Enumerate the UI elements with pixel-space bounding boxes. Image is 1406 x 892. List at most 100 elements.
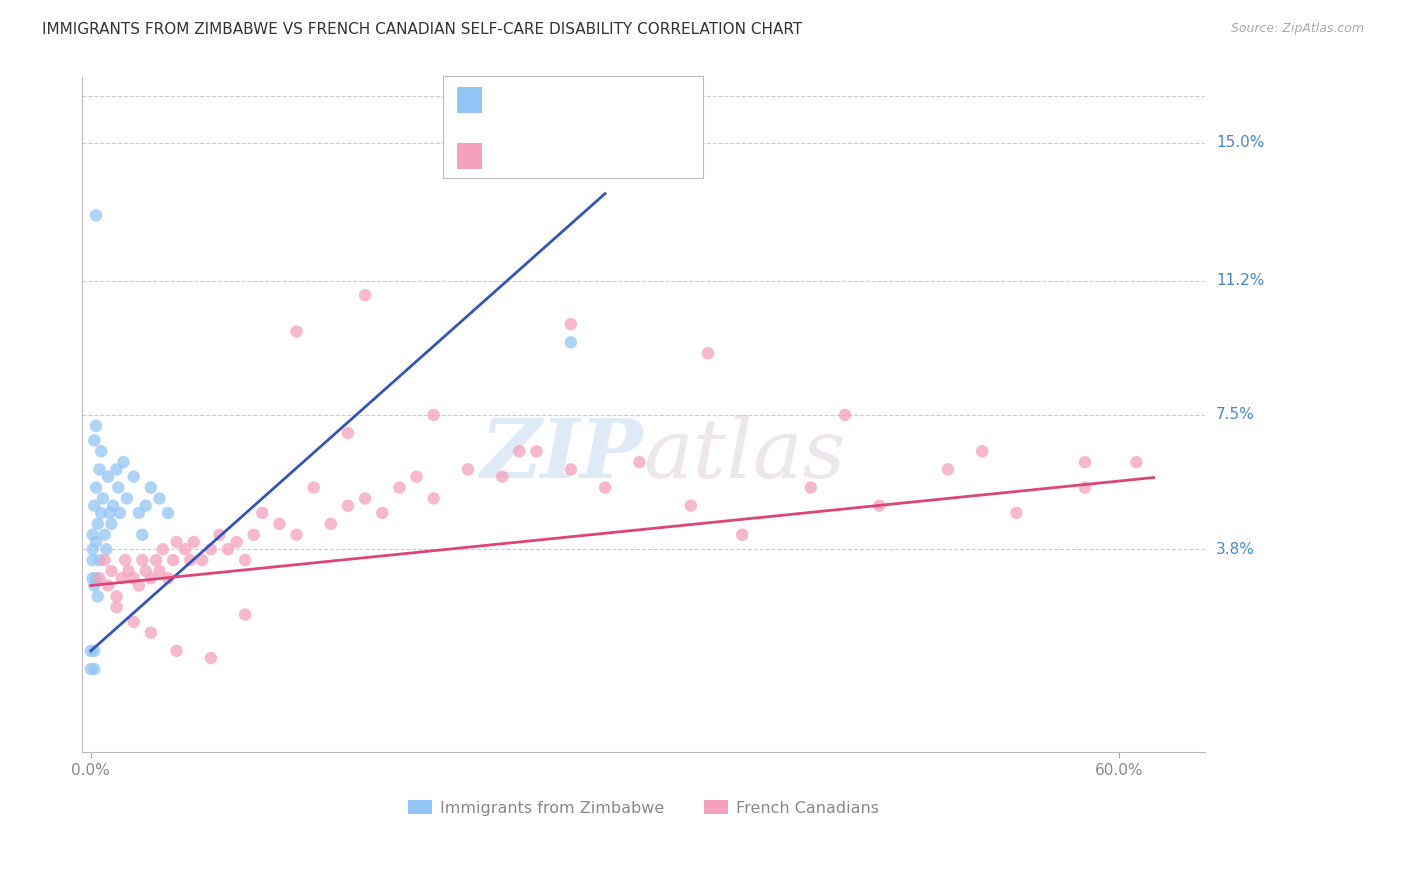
Point bbox=[83, 644, 105, 658]
Point bbox=[336, 426, 359, 441]
Point bbox=[100, 564, 122, 578]
Point bbox=[1074, 481, 1097, 495]
Point bbox=[87, 590, 110, 604]
Point bbox=[526, 444, 548, 458]
Point bbox=[422, 491, 444, 506]
Point bbox=[731, 527, 754, 541]
Point bbox=[162, 553, 184, 567]
Point bbox=[107, 481, 129, 495]
Point bbox=[156, 571, 179, 585]
Point bbox=[122, 469, 145, 483]
Point bbox=[91, 491, 114, 506]
Point bbox=[388, 481, 411, 495]
Point bbox=[200, 651, 222, 665]
Point bbox=[200, 542, 222, 557]
Point bbox=[131, 527, 153, 541]
Point bbox=[117, 564, 139, 578]
Point bbox=[89, 553, 111, 567]
Point bbox=[84, 535, 107, 549]
Point bbox=[491, 469, 513, 483]
Point bbox=[83, 662, 105, 676]
Text: Source: ZipAtlas.com: Source: ZipAtlas.com bbox=[1230, 22, 1364, 36]
Point bbox=[252, 506, 274, 520]
Text: 15.0%: 15.0% bbox=[1216, 136, 1264, 150]
Point bbox=[217, 542, 239, 557]
Point bbox=[285, 325, 308, 339]
Point bbox=[269, 516, 291, 531]
Point bbox=[1074, 455, 1097, 469]
Text: N = 70: N = 70 bbox=[591, 149, 647, 163]
Point bbox=[868, 499, 890, 513]
Point bbox=[139, 571, 162, 585]
Point bbox=[679, 499, 702, 513]
Point bbox=[90, 506, 112, 520]
Point bbox=[89, 571, 111, 585]
Point bbox=[225, 535, 247, 549]
Point bbox=[166, 644, 188, 658]
Point bbox=[89, 462, 111, 476]
Point bbox=[122, 571, 145, 585]
Point bbox=[166, 535, 188, 549]
Point bbox=[628, 455, 651, 469]
Point bbox=[93, 553, 115, 567]
Point bbox=[83, 434, 105, 448]
Point bbox=[82, 527, 104, 541]
Point bbox=[457, 462, 479, 476]
Point bbox=[97, 578, 120, 592]
Point bbox=[152, 542, 174, 557]
Point bbox=[285, 527, 308, 541]
Legend: Immigrants from Zimbabwe, French Canadians: Immigrants from Zimbabwe, French Canadia… bbox=[402, 794, 886, 822]
Point bbox=[148, 491, 170, 506]
Point bbox=[560, 462, 582, 476]
Point bbox=[174, 542, 197, 557]
Point bbox=[208, 527, 231, 541]
Point bbox=[696, 346, 718, 360]
Text: R = 0.624: R = 0.624 bbox=[491, 93, 571, 107]
Point bbox=[83, 499, 105, 513]
Point bbox=[97, 469, 120, 483]
Point bbox=[82, 542, 104, 557]
Point bbox=[105, 590, 128, 604]
Point bbox=[93, 527, 115, 541]
Point bbox=[156, 506, 179, 520]
Point bbox=[560, 335, 582, 350]
Point bbox=[100, 516, 122, 531]
Point bbox=[80, 644, 103, 658]
Text: 11.2%: 11.2% bbox=[1216, 273, 1264, 288]
Point bbox=[560, 317, 582, 331]
Point bbox=[336, 499, 359, 513]
Point bbox=[972, 444, 994, 458]
Point bbox=[139, 625, 162, 640]
Point bbox=[84, 571, 107, 585]
Point bbox=[131, 553, 153, 567]
Point bbox=[405, 469, 427, 483]
Point bbox=[936, 462, 959, 476]
Point bbox=[191, 553, 214, 567]
Point bbox=[148, 564, 170, 578]
Text: R = 0.459: R = 0.459 bbox=[491, 149, 571, 163]
Point bbox=[422, 408, 444, 422]
Point bbox=[105, 462, 128, 476]
Point bbox=[135, 499, 157, 513]
Point bbox=[242, 527, 264, 541]
Point bbox=[90, 444, 112, 458]
Point bbox=[128, 506, 150, 520]
Point bbox=[139, 481, 162, 495]
Point bbox=[83, 578, 105, 592]
Point bbox=[319, 516, 342, 531]
Text: 3.8%: 3.8% bbox=[1216, 541, 1256, 557]
Text: IMMIGRANTS FROM ZIMBABWE VS FRENCH CANADIAN SELF-CARE DISABILITY CORRELATION CHA: IMMIGRANTS FROM ZIMBABWE VS FRENCH CANAD… bbox=[42, 22, 803, 37]
Point bbox=[114, 553, 136, 567]
Point bbox=[1125, 455, 1147, 469]
Point bbox=[800, 481, 823, 495]
Point bbox=[98, 506, 121, 520]
Point bbox=[179, 553, 201, 567]
Point bbox=[101, 499, 124, 513]
Point bbox=[84, 208, 107, 222]
Text: atlas: atlas bbox=[644, 416, 846, 495]
Point bbox=[122, 615, 145, 629]
Point bbox=[105, 600, 128, 615]
Point bbox=[371, 506, 394, 520]
Point bbox=[233, 553, 256, 567]
Point bbox=[80, 662, 103, 676]
